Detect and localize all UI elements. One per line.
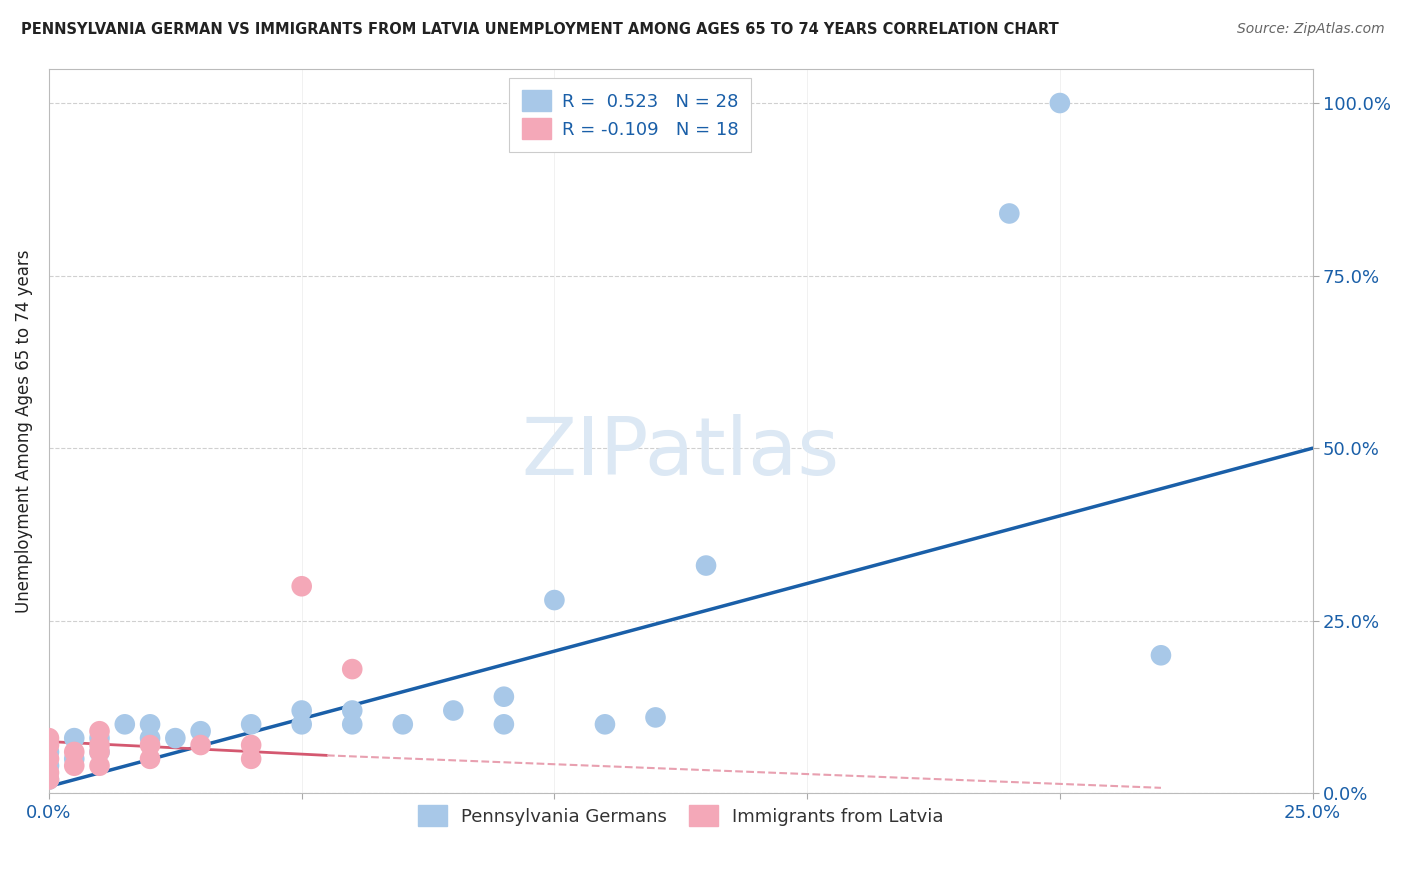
Point (139, 731, 162, 745)
Point (89, 724, 111, 739)
Point (139, 717, 162, 731)
Point (114, 717, 136, 731)
Point (291, 717, 314, 731)
Text: Source: ZipAtlas.com: Source: ZipAtlas.com (1237, 22, 1385, 37)
Point (342, 717, 364, 731)
Point (38, 731, 60, 745)
Point (342, 704, 364, 718)
Point (998, 206, 1021, 220)
Point (695, 558, 717, 573)
Point (190, 738, 212, 752)
Point (165, 731, 187, 745)
Point (593, 717, 616, 731)
Point (38, 772, 60, 787)
Point (190, 724, 212, 739)
Point (291, 579, 314, 593)
Text: PENNSYLVANIA GERMAN VS IMMIGRANTS FROM LATVIA UNEMPLOYMENT AMONG AGES 65 TO 74 Y: PENNSYLVANIA GERMAN VS IMMIGRANTS FROM L… (21, 22, 1059, 37)
Point (38, 745, 60, 759)
Point (291, 704, 314, 718)
Point (38, 772, 60, 787)
Point (441, 704, 464, 718)
Point (139, 738, 162, 752)
Point (89, 745, 111, 759)
Point (89, 738, 111, 752)
Point (240, 717, 263, 731)
Point (492, 690, 515, 704)
Point (63, 758, 86, 772)
Point (342, 662, 364, 676)
Point (89, 731, 111, 745)
Point (63, 745, 86, 759)
Point (492, 717, 515, 731)
Point (240, 752, 263, 766)
Point (63, 752, 86, 766)
Point (1049, 96, 1071, 111)
Point (89, 745, 111, 759)
Legend: Pennsylvania Germans, Immigrants from Latvia: Pennsylvania Germans, Immigrants from La… (409, 797, 953, 835)
Point (38, 758, 60, 772)
Point (1150, 648, 1173, 663)
Point (38, 752, 60, 766)
Point (89, 758, 111, 772)
Point (240, 738, 263, 752)
Point (38, 738, 60, 752)
Point (38, 765, 60, 780)
Point (391, 717, 413, 731)
Point (644, 710, 666, 724)
Text: ZIPatlas: ZIPatlas (522, 414, 839, 491)
Y-axis label: Unemployment Among Ages 65 to 74 years: Unemployment Among Ages 65 to 74 years (15, 249, 32, 613)
Point (139, 752, 162, 766)
Point (543, 593, 565, 607)
Point (63, 731, 86, 745)
